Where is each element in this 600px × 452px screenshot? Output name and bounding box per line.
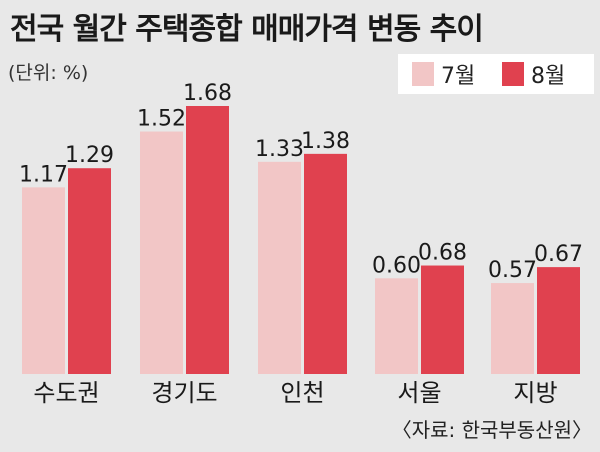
legend-label-july: 7월 (441, 64, 476, 89)
value-label-august-0: 1.29 (65, 143, 114, 168)
source-note: 〈자료: 한국부동산원〉 (391, 418, 592, 442)
bar-group (22, 106, 580, 374)
category-label-0: 수도권 (33, 379, 99, 407)
legend-swatch-july (412, 62, 434, 86)
bar-july-2 (258, 161, 301, 374)
category-label-2: 인천 (280, 379, 324, 407)
unit-label: (단위: %) (8, 62, 89, 84)
legend-label-august: 8월 (531, 64, 566, 89)
value-label-august-3: 0.68 (418, 241, 467, 266)
category-label-4: 지방 (513, 379, 557, 407)
value-label-august-1: 1.68 (183, 81, 232, 106)
bar-august-3 (421, 265, 464, 374)
bar-july-1 (140, 131, 183, 374)
category-label-group: 수도권 경기도 인천 서울 지방 (33, 379, 557, 407)
category-label-3: 서울 (397, 379, 441, 407)
value-label-july-0: 1.17 (19, 162, 68, 187)
legend-item-july: 7월 (412, 60, 476, 89)
bar-august-1 (186, 106, 229, 374)
legend: 7월 8월 (398, 54, 594, 94)
bar-august-4 (537, 267, 580, 374)
bar-august-0 (68, 168, 111, 374)
bar-july-3 (375, 278, 418, 374)
bar-july-0 (22, 187, 65, 374)
value-label-july-3: 0.60 (372, 253, 421, 278)
legend-item-august: 8월 (502, 60, 566, 89)
chart-title: 전국 월간 주택종합 매매가격 변동 추이 (10, 12, 484, 47)
category-label-1: 경기도 (151, 379, 217, 407)
legend-swatch-august (502, 62, 524, 86)
value-label-july-2: 1.33 (255, 137, 304, 162)
value-label-group: 1.171.29 1.521.68 1.331.38 0.600.68 0.570.67 (19, 81, 583, 283)
bar-august-2 (304, 153, 347, 374)
value-label-july-4: 0.57 (488, 258, 537, 283)
value-label-august-4: 0.67 (534, 242, 583, 267)
value-label-august-2: 1.38 (301, 129, 350, 154)
value-label-july-1: 1.52 (137, 107, 186, 132)
bar-july-4 (491, 283, 534, 374)
